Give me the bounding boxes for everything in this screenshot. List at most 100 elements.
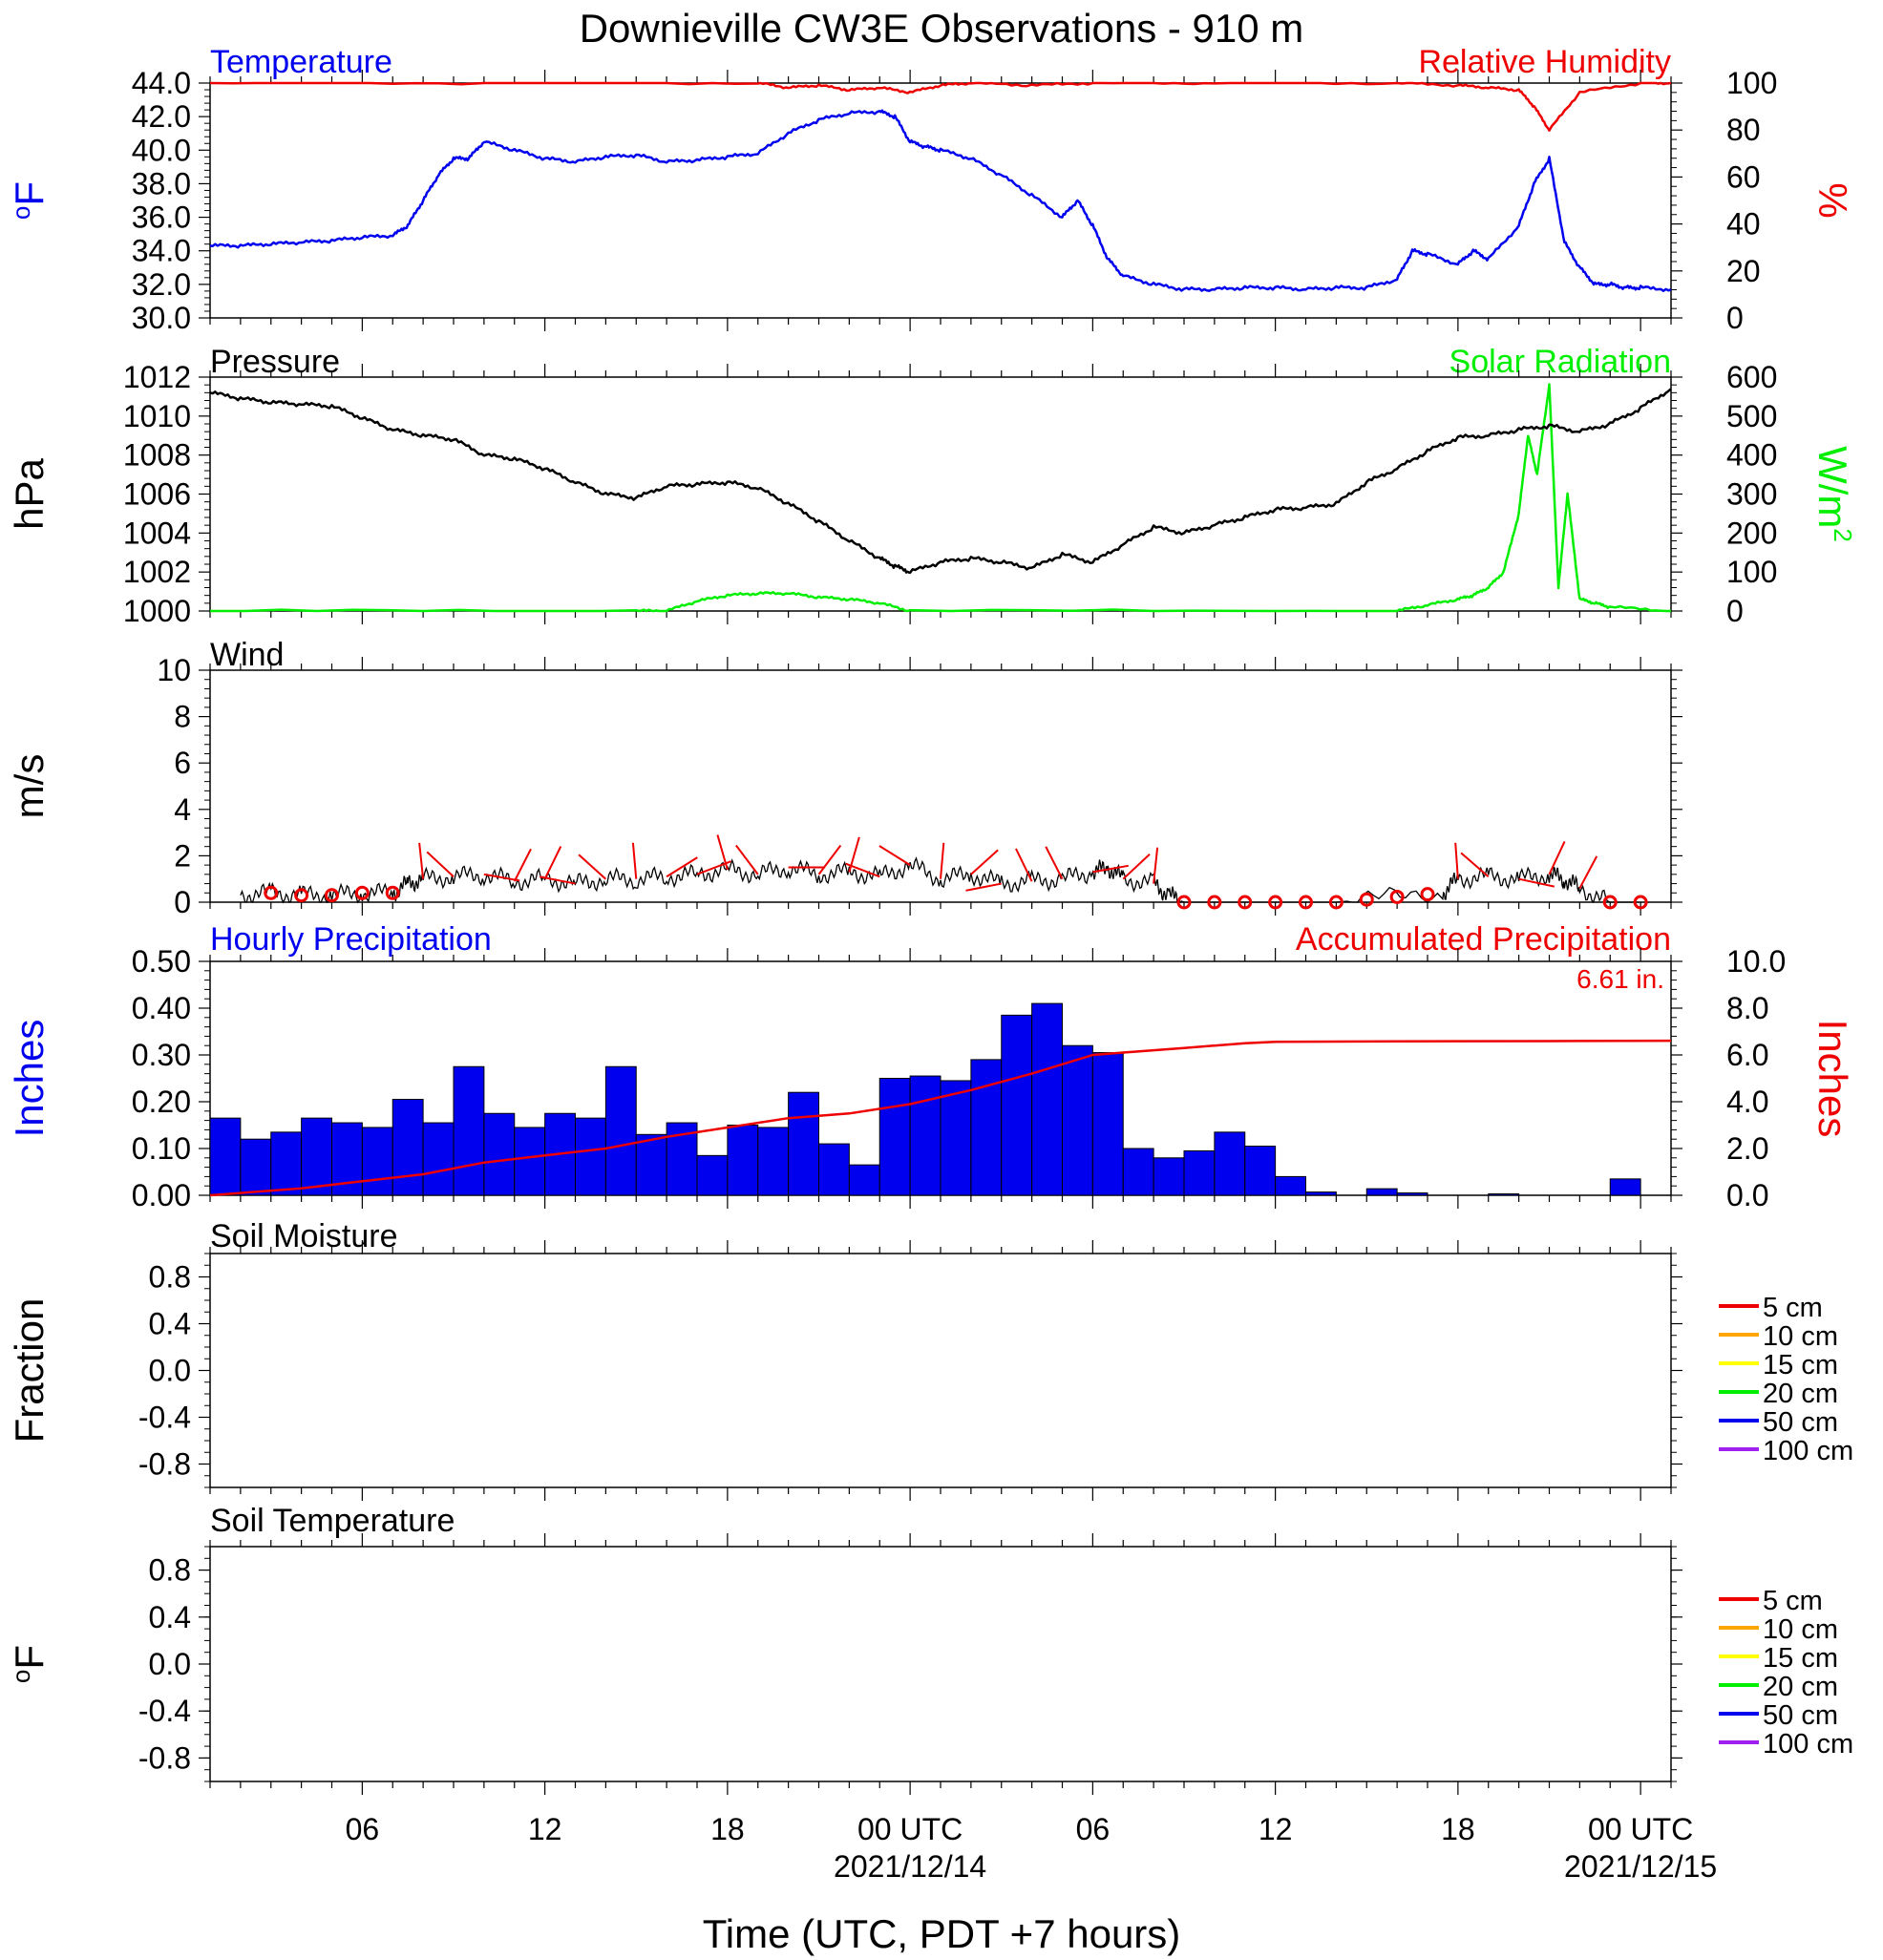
pressure-axis-tick-label: 1008 [123, 438, 191, 473]
humidity-axis-tick-label: 60 [1726, 159, 1761, 194]
time-axis-label: Time (UTC, PDT +7 hours) [703, 1911, 1181, 1956]
temperature-axis-tick-label: 32.0 [132, 267, 191, 302]
precip-bar [635, 1133, 667, 1196]
temperature-line [209, 109, 1672, 292]
precip-bar [1062, 1044, 1093, 1196]
hourly-precip-axis-tick-label: 0.50 [132, 944, 191, 979]
pressure-axis-tick-label: 1000 [123, 594, 191, 628]
soil-temperature-title: Soil Temperature [210, 1503, 455, 1539]
soil-moisture-tick-label: 0.0 [149, 1354, 191, 1388]
wind-barb [483, 873, 520, 882]
press-frame [209, 376, 1672, 612]
temperature-axis-tick-label: 30.0 [132, 301, 191, 335]
wind-barb [1015, 848, 1033, 882]
soil-moisture-legend-label: 100 cm [1763, 1436, 1853, 1466]
soil-moisture-tick-label: 0.4 [149, 1307, 191, 1341]
pressure-axis-tick-label: 1006 [123, 477, 191, 512]
soil-temperature-legend-label: 5 cm [1763, 1586, 1823, 1616]
wind-calm-marker [1602, 895, 1618, 910]
wind-barb [965, 882, 1002, 892]
wind-calm-marker [325, 888, 339, 903]
hourly-precip-axis-tick-label: 0.00 [132, 1178, 191, 1212]
time-tick-label: 18 [710, 1812, 745, 1846]
pressure-line [209, 388, 1672, 575]
time-tick-label: 12 [528, 1812, 562, 1846]
soil-moisture-unit: Fraction [7, 1298, 52, 1444]
solar-axis-tick-label: 300 [1726, 477, 1777, 512]
wind-barb [631, 842, 638, 879]
soil-moisture-legend-label: 50 cm [1763, 1407, 1838, 1438]
precip-bar [1091, 1052, 1124, 1196]
soil-moisture-tick-label: -0.8 [138, 1447, 191, 1482]
wind-axis-tick-label: 2 [174, 838, 191, 873]
accum-precip-unit: Inches [1810, 1020, 1855, 1138]
wind-speed-line [240, 856, 1640, 904]
precip-bar [909, 1075, 942, 1196]
time-tick-label: 12 [1259, 1812, 1293, 1846]
soil-temperature-tick-label: -0.4 [138, 1694, 191, 1728]
accum-precip-axis-tick-label: 6.0 [1726, 1038, 1768, 1072]
precip-bar [422, 1122, 455, 1196]
temperature-axis-tick-label: 34.0 [132, 234, 191, 268]
soil-moisture-frame [209, 1253, 1672, 1488]
wind-unit: m/s [7, 754, 52, 819]
wind-calm-marker [1420, 887, 1435, 902]
hourly-precip-axis-tick-label: 0.30 [132, 1038, 191, 1072]
precip-bar [1488, 1193, 1520, 1196]
precip-bar [696, 1154, 729, 1196]
time-tick-label: 00 UTC [1588, 1812, 1693, 1846]
wind-calm-marker [1389, 889, 1405, 904]
accum-precip-axis-tick-label: 2.0 [1726, 1131, 1768, 1166]
pressure-axis-tick-label: 1012 [123, 360, 191, 394]
wind-calm-marker [1176, 895, 1192, 910]
accum-precip-axis-tick-label: 0.0 [1726, 1178, 1768, 1212]
time-tick-label: 06 [1076, 1812, 1111, 1846]
precip-bar [788, 1091, 819, 1196]
precip-bar [361, 1127, 393, 1196]
wind-calm-marker [1207, 895, 1222, 910]
wind-barb [1548, 840, 1566, 875]
temperature-humidity-panel: Temperature Relative Humidity 30.032.034… [7, 44, 1855, 335]
temperature-axis-tick-label: 38.0 [132, 166, 191, 200]
time-date-label: 2021/12/14 [834, 1849, 986, 1884]
hourly-precip-title: Hourly Precipitation [210, 921, 492, 958]
precip-bar [604, 1065, 637, 1196]
wind-panel: Wind 0 2 4 6 8 10 m/s [7, 637, 1682, 919]
precip-total-label: 6.61 in. [1576, 964, 1664, 994]
pressure-axis-tick-label: 1004 [123, 516, 191, 550]
solar-axis-tick-label: 200 [1726, 516, 1777, 550]
wind-axis-tick-label: 8 [174, 700, 191, 734]
humidity-axis-tick-label: 100 [1726, 66, 1777, 100]
precip-bar [270, 1131, 303, 1196]
humidity-title: Relative Humidity [1418, 44, 1671, 80]
wind-calm-marker [1359, 892, 1374, 907]
precip-bar [1183, 1149, 1216, 1196]
wind-calm-marker [1268, 895, 1283, 910]
soil-moisture-legend-label: 10 cm [1763, 1321, 1838, 1352]
wind-barb [1578, 855, 1598, 889]
time-tick-label: 00 UTC [857, 1812, 963, 1846]
soil-temperature-legend-label: 10 cm [1763, 1614, 1838, 1645]
wind-axis-tick-label: 6 [174, 746, 191, 780]
precip-bar [848, 1164, 880, 1196]
precip-bar [1365, 1188, 1398, 1196]
humidity-axis-tick-label: 0 [1726, 301, 1744, 335]
wind-frame [209, 669, 1672, 903]
accum-precip-line [209, 1039, 1672, 1197]
wind-barb [940, 842, 945, 879]
soil-temperature-tick-label: 0.0 [149, 1647, 191, 1681]
wind-axis-tick-label: 0 [174, 885, 191, 919]
wind-barb [1460, 852, 1490, 878]
soil-temperature-panel: Soil Temperature -0.8 -0.4 0.0 0.4 0.8 oF 5 cm… [7, 1503, 1853, 1795]
precip-bar [727, 1125, 759, 1196]
precip-bar [1275, 1175, 1306, 1196]
wind-barb [845, 862, 880, 878]
humidity-unit: % [1810, 182, 1855, 218]
humidity-line [209, 81, 1672, 132]
precip-bar [1396, 1192, 1428, 1196]
temperature-unit: oF [7, 181, 52, 220]
wind-calm-marker [1299, 895, 1313, 910]
wind-barb [970, 849, 999, 875]
pressure-unit: hPa [7, 457, 52, 529]
